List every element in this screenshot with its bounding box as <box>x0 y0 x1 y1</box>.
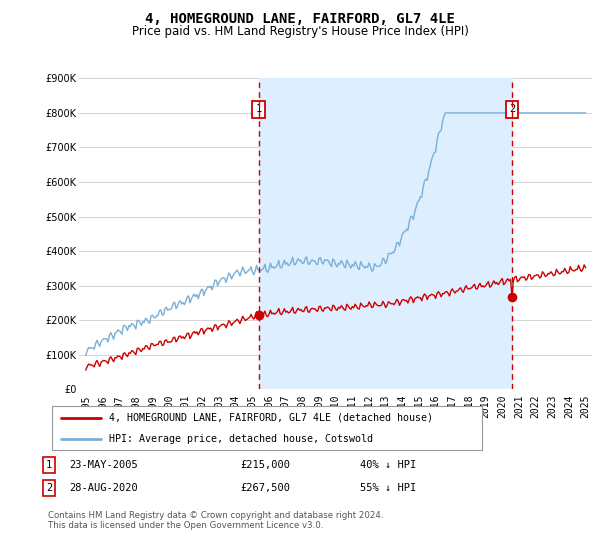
Text: 1: 1 <box>256 105 262 114</box>
Text: 1: 1 <box>46 460 52 470</box>
Text: HPI: Average price, detached house, Cotswold: HPI: Average price, detached house, Cots… <box>109 435 373 444</box>
Text: 4, HOMEGROUND LANE, FAIRFORD, GL7 4LE (detached house): 4, HOMEGROUND LANE, FAIRFORD, GL7 4LE (d… <box>109 413 433 423</box>
Text: 40% ↓ HPI: 40% ↓ HPI <box>360 460 416 470</box>
Text: 23-MAY-2005: 23-MAY-2005 <box>69 460 138 470</box>
Text: £215,000: £215,000 <box>240 460 290 470</box>
FancyBboxPatch shape <box>52 406 482 450</box>
Text: Price paid vs. HM Land Registry's House Price Index (HPI): Price paid vs. HM Land Registry's House … <box>131 25 469 38</box>
Bar <box>259 78 512 389</box>
Text: Contains HM Land Registry data © Crown copyright and database right 2024.
This d: Contains HM Land Registry data © Crown c… <box>48 511 383 530</box>
Text: £267,500: £267,500 <box>240 483 290 493</box>
Text: 55% ↓ HPI: 55% ↓ HPI <box>360 483 416 493</box>
Text: 2: 2 <box>509 105 515 114</box>
Text: 2: 2 <box>46 483 52 493</box>
Text: 4, HOMEGROUND LANE, FAIRFORD, GL7 4LE: 4, HOMEGROUND LANE, FAIRFORD, GL7 4LE <box>145 12 455 26</box>
Text: 28-AUG-2020: 28-AUG-2020 <box>69 483 138 493</box>
